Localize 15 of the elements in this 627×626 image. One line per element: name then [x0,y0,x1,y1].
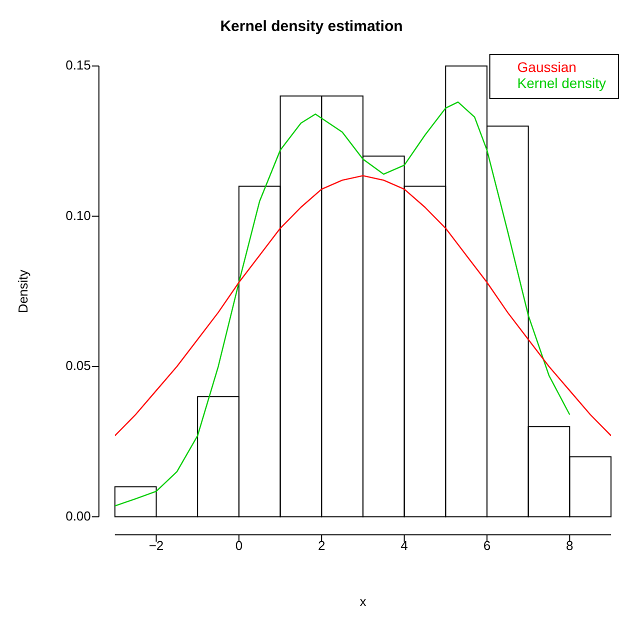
x-tick-label: 0 [235,538,243,554]
y-tick-label: 0.15 [66,58,91,73]
x-tick-label: −2 [148,538,164,554]
chart-title: Kernel density estimation [220,18,403,36]
x-tick-label: 6 [483,538,491,554]
text: Gaussian [517,58,576,75]
x-tick-label: 8 [566,538,574,554]
y-tick-label: 0.05 [66,358,91,374]
x-axis-title: x [360,594,367,609]
y-tick-label: 0.00 [66,508,91,524]
x-tick-label: 4 [400,538,408,554]
y-tick-label: 0.10 [66,208,91,223]
text: Kernel density [517,74,606,91]
y-axis-title: Density [15,269,30,314]
x-tick-label: 2 [318,538,326,554]
